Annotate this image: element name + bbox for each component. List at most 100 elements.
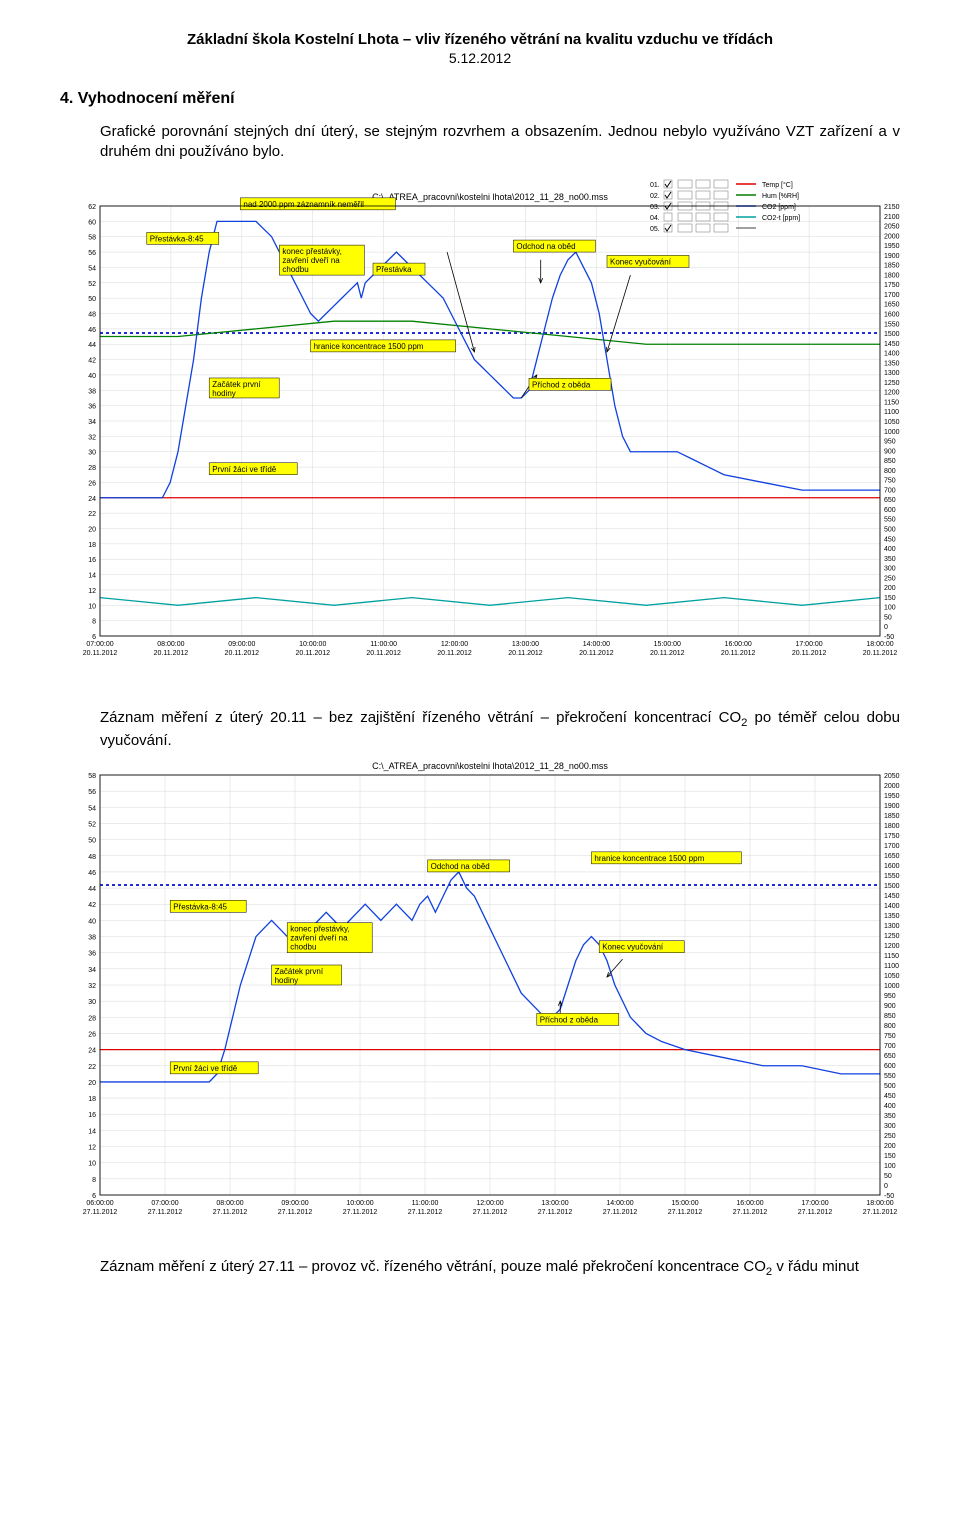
svg-text:1050: 1050: [884, 419, 900, 426]
svg-text:46: 46: [88, 870, 96, 877]
svg-text:1550: 1550: [884, 873, 900, 880]
svg-text:26: 26: [88, 1032, 96, 1039]
svg-text:První žáci ve třídě: První žáci ve třídě: [212, 465, 277, 474]
svg-text:300: 300: [884, 566, 896, 573]
svg-text:hodiny: hodiny: [212, 389, 236, 398]
svg-text:hodiny: hodiny: [275, 976, 299, 985]
svg-text:27.11.2012: 27.11.2012: [83, 1209, 118, 1216]
svg-text:03.: 03.: [650, 204, 660, 211]
svg-text:Přestávka-8:45: Přestávka-8:45: [173, 903, 227, 912]
svg-text:600: 600: [884, 507, 896, 514]
svg-text:Přestávka-8:45: Přestávka-8:45: [150, 234, 204, 243]
svg-text:14: 14: [88, 1129, 96, 1136]
svg-text:44: 44: [88, 342, 96, 349]
svg-text:58: 58: [88, 773, 96, 780]
svg-text:550: 550: [884, 517, 896, 524]
svg-text:Konec vyučování: Konec vyučování: [602, 943, 664, 952]
svg-text:20.11.2012: 20.11.2012: [863, 650, 898, 657]
svg-text:18:00:00: 18:00:00: [866, 1200, 893, 1207]
svg-text:27.11.2012: 27.11.2012: [148, 1209, 183, 1216]
svg-text:18: 18: [88, 542, 96, 549]
svg-text:27.11.2012: 27.11.2012: [603, 1209, 638, 1216]
svg-text:2050: 2050: [884, 224, 900, 231]
svg-text:1700: 1700: [884, 292, 900, 299]
svg-text:1250: 1250: [884, 933, 900, 940]
svg-text:20.11.2012: 20.11.2012: [83, 650, 118, 657]
svg-text:-50: -50: [884, 1193, 894, 1200]
svg-text:17:00:00: 17:00:00: [795, 641, 822, 648]
svg-text:1450: 1450: [884, 893, 900, 900]
svg-text:650: 650: [884, 1053, 896, 1060]
svg-text:450: 450: [884, 536, 896, 543]
svg-text:200: 200: [884, 585, 896, 592]
svg-text:250: 250: [884, 575, 896, 582]
svg-text:20: 20: [88, 527, 96, 534]
svg-text:400: 400: [884, 1103, 896, 1110]
svg-text:1300: 1300: [884, 370, 900, 377]
svg-text:1150: 1150: [884, 399, 899, 406]
svg-text:750: 750: [884, 1033, 896, 1040]
svg-text:16:00:00: 16:00:00: [725, 641, 752, 648]
svg-text:1150: 1150: [884, 953, 899, 960]
svg-text:52: 52: [88, 822, 96, 829]
svg-text:50: 50: [88, 838, 96, 845]
svg-text:50: 50: [88, 296, 96, 303]
svg-text:04.: 04.: [650, 215, 660, 222]
svg-text:13:00:00: 13:00:00: [541, 1200, 568, 1207]
svg-text:700: 700: [884, 1043, 896, 1050]
svg-text:400: 400: [884, 546, 896, 553]
svg-text:650: 650: [884, 497, 896, 504]
svg-text:750: 750: [884, 478, 896, 485]
svg-text:900: 900: [884, 1003, 896, 1010]
svg-text:08:00:00: 08:00:00: [216, 1200, 243, 1207]
caption-1: Záznam měření z úterý 20.11 – bez zajišt…: [100, 708, 900, 751]
svg-text:28: 28: [88, 465, 96, 472]
svg-text:36: 36: [88, 404, 96, 411]
svg-text:22: 22: [88, 1064, 96, 1071]
svg-text:konec přestávky,: konec přestávky,: [282, 247, 341, 256]
svg-text:Začátek první: Začátek první: [275, 967, 324, 976]
svg-text:800: 800: [884, 468, 896, 475]
svg-text:Příchod z oběda: Příchod z oběda: [532, 380, 591, 389]
svg-text:500: 500: [884, 1083, 896, 1090]
svg-text:14: 14: [88, 573, 96, 580]
svg-text:chodbu: chodbu: [290, 943, 316, 952]
svg-text:26: 26: [88, 480, 96, 487]
svg-text:24: 24: [88, 496, 96, 503]
svg-text:58: 58: [88, 235, 96, 242]
svg-text:1750: 1750: [884, 282, 900, 289]
svg-text:15:00:00: 15:00:00: [654, 641, 681, 648]
svg-text:1750: 1750: [884, 833, 900, 840]
svg-text:11:00:00: 11:00:00: [412, 1200, 439, 1207]
svg-text:1400: 1400: [884, 903, 900, 910]
svg-text:350: 350: [884, 1113, 896, 1120]
svg-text:1900: 1900: [884, 253, 900, 260]
svg-text:20.11.2012: 20.11.2012: [225, 650, 260, 657]
chart-2: C:\_ATREA_pracovni\kostelni lhota\2012_1…: [60, 755, 920, 1245]
svg-text:1500: 1500: [884, 331, 900, 338]
svg-text:300: 300: [884, 1123, 896, 1130]
svg-text:-50: -50: [884, 634, 894, 641]
svg-text:28: 28: [88, 1016, 96, 1023]
svg-text:16: 16: [88, 1113, 96, 1120]
svg-text:16:00:00: 16:00:00: [736, 1200, 763, 1207]
svg-text:20.11.2012: 20.11.2012: [650, 650, 685, 657]
svg-text:8: 8: [92, 1177, 96, 1184]
svg-text:1100: 1100: [884, 963, 899, 970]
svg-text:14:00:00: 14:00:00: [606, 1200, 633, 1207]
svg-text:27.11.2012: 27.11.2012: [798, 1209, 833, 1216]
svg-text:10:00:00: 10:00:00: [299, 641, 326, 648]
svg-text:56: 56: [88, 790, 96, 797]
svg-text:10:00:00: 10:00:00: [346, 1200, 373, 1207]
svg-text:48: 48: [88, 312, 96, 319]
svg-text:07:00:00: 07:00:00: [151, 1200, 178, 1207]
svg-text:44: 44: [88, 887, 96, 894]
svg-text:1900: 1900: [884, 803, 900, 810]
svg-text:2000: 2000: [884, 783, 900, 790]
svg-text:1350: 1350: [884, 360, 900, 367]
svg-text:09:00:00: 09:00:00: [228, 641, 255, 648]
svg-text:32: 32: [88, 983, 96, 990]
svg-text:40: 40: [88, 919, 96, 926]
svg-text:36: 36: [88, 951, 96, 958]
svg-text:Odchod na oběd: Odchod na oběd: [431, 862, 490, 871]
